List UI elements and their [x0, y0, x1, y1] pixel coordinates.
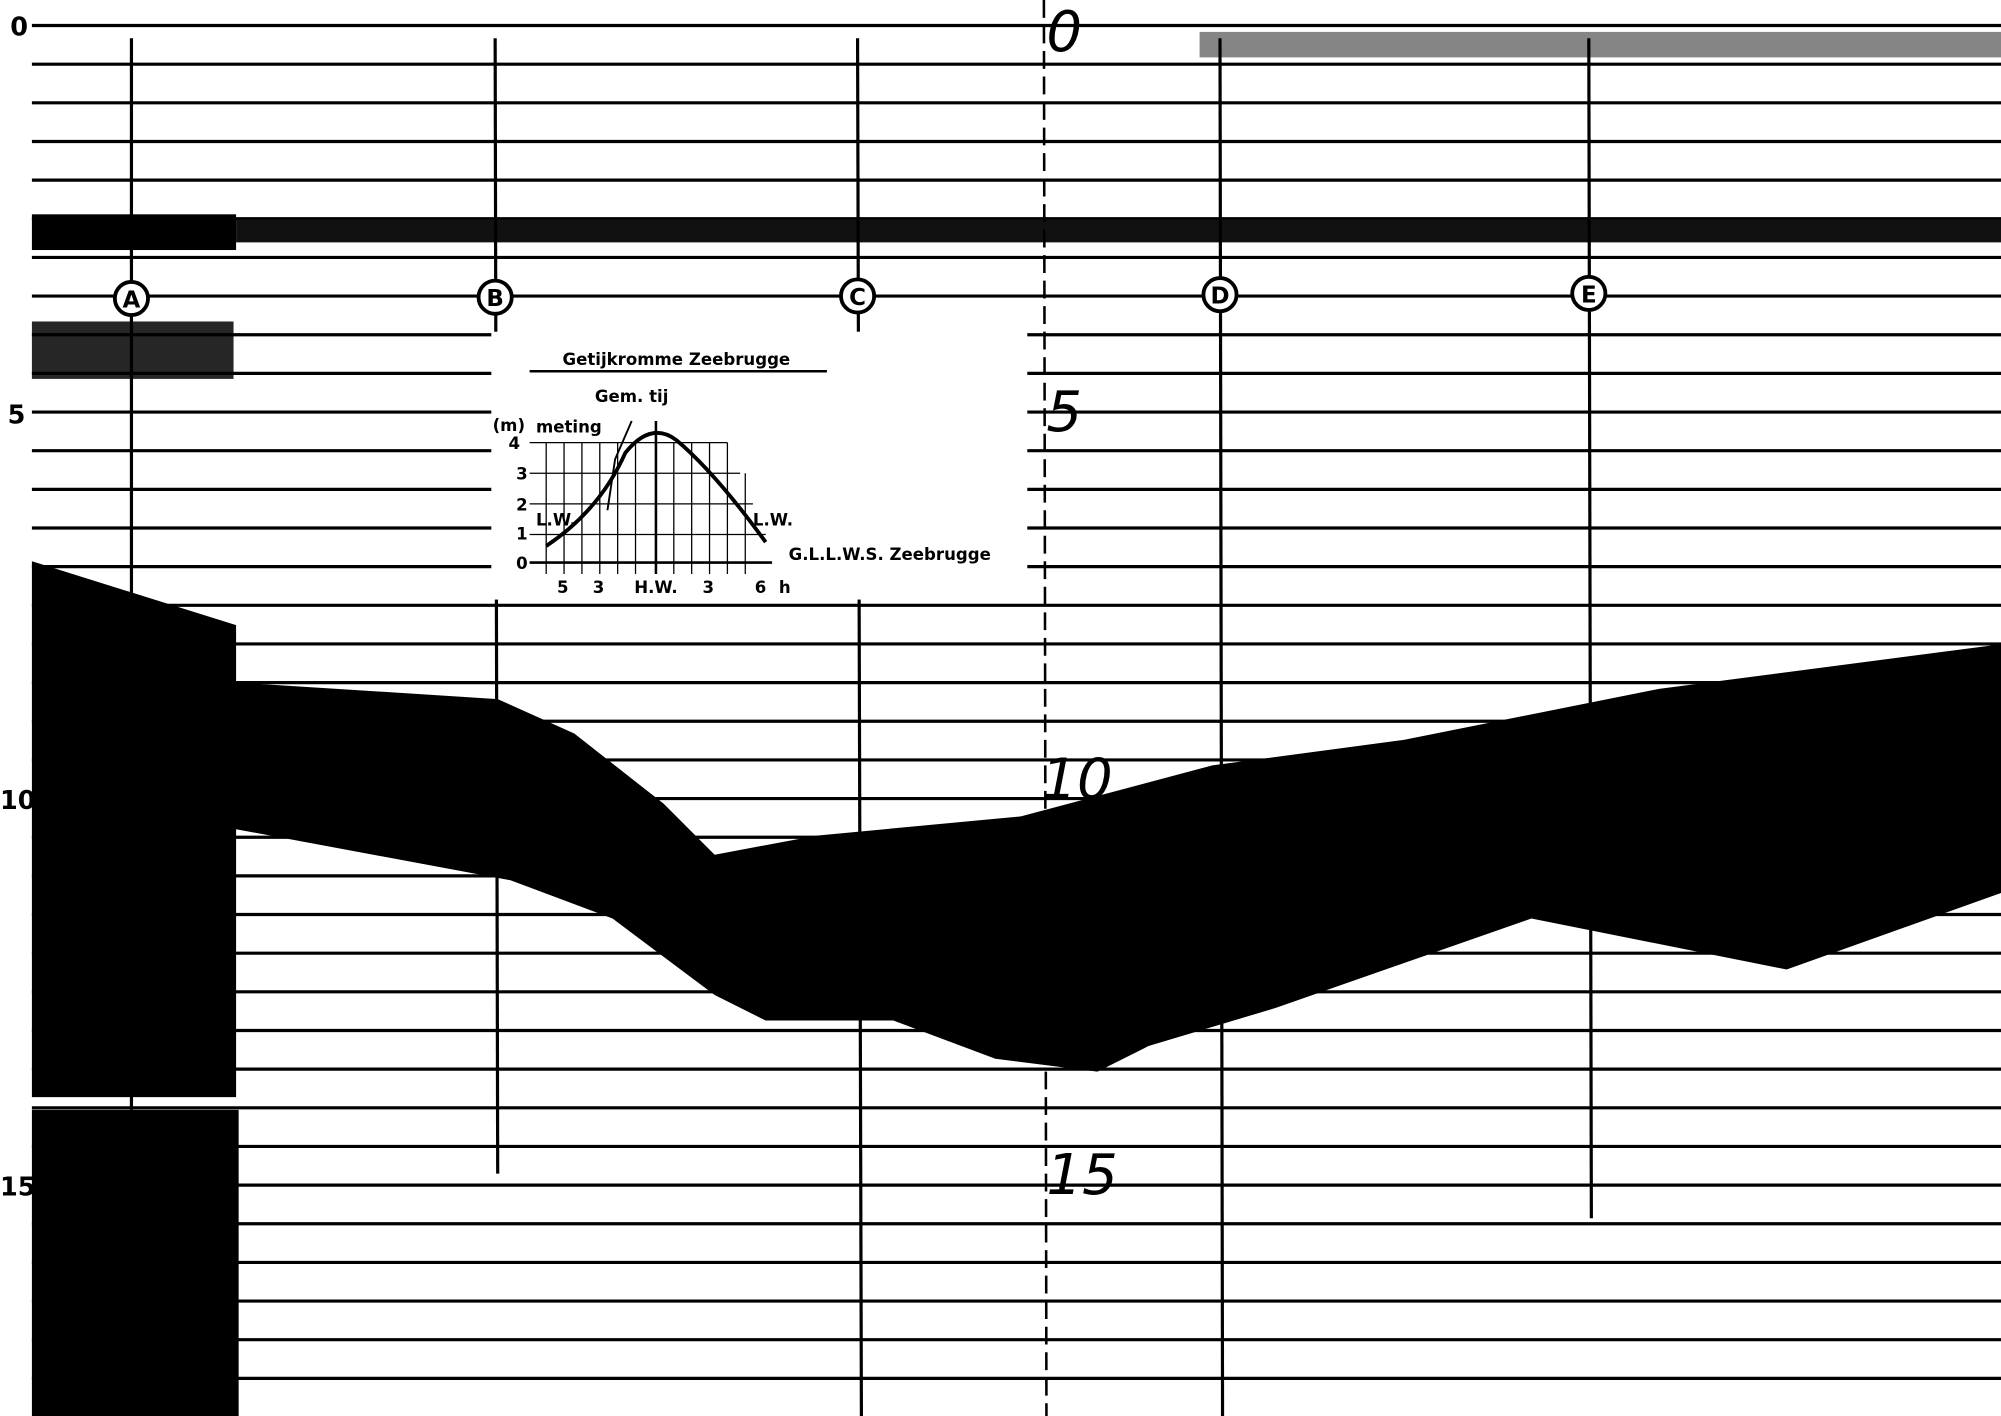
fix-label: A [123, 287, 141, 313]
inset-x-unit: h [779, 578, 791, 597]
inset-x-label: 3 [702, 578, 714, 597]
depth-label: 0 [1046, 0, 1082, 65]
inset-title: Getijkromme Zeebrugge [563, 350, 791, 369]
depth-label: 5 [1046, 380, 1082, 445]
inset-x-label: 3 [593, 578, 605, 597]
inset-label: L.W. [536, 511, 576, 530]
inset-x-label: H.W. [634, 578, 677, 597]
inset-bg [491, 331, 1028, 600]
depth-label: 15 [0, 1172, 36, 1202]
fix-label: C [849, 285, 866, 311]
depth-label: 10 [0, 786, 36, 816]
inset-y-label: 4 [509, 434, 521, 453]
inset-label: meting [536, 417, 602, 436]
seabed-echo [31, 561, 2001, 1098]
inset-x-label: 5 [557, 578, 569, 597]
tide-inset: Getijkromme Zeebrugge Gem. tij (m) metin… [491, 331, 1028, 600]
inset-label: G.L.L.W.S. Zeebrugge [789, 545, 991, 564]
surface-echo [236, 219, 2001, 243]
fix-label: B [486, 286, 504, 312]
depth-label: 15 [1046, 1143, 1117, 1208]
depth-label: 10 [1041, 748, 1112, 813]
fix-circles [112, 274, 1608, 318]
seabed-echo [31, 1109, 239, 1416]
inset-unit: (m) [493, 416, 525, 435]
surface-noise [1199, 31, 2001, 58]
inset-y-label: 0 [516, 554, 528, 573]
inset-label: L.W. [753, 511, 793, 530]
fix-label: E [1581, 282, 1597, 308]
inset-x-label: 6 [755, 578, 767, 597]
margin [0, 0, 29, 1416]
depth-label: 5 [8, 401, 26, 431]
fix-label: D [1210, 284, 1229, 310]
fix-lines [129, 38, 1593, 1416]
inset-subtitle: Gem. tij [595, 387, 669, 406]
surface-echo [31, 214, 237, 251]
inset-y-label: 1 [516, 525, 528, 544]
inset-y-label: 3 [516, 465, 528, 484]
center-line [1042, 0, 1048, 1416]
inset-y-label: 2 [516, 495, 528, 514]
depth-label: 0 [10, 13, 28, 43]
